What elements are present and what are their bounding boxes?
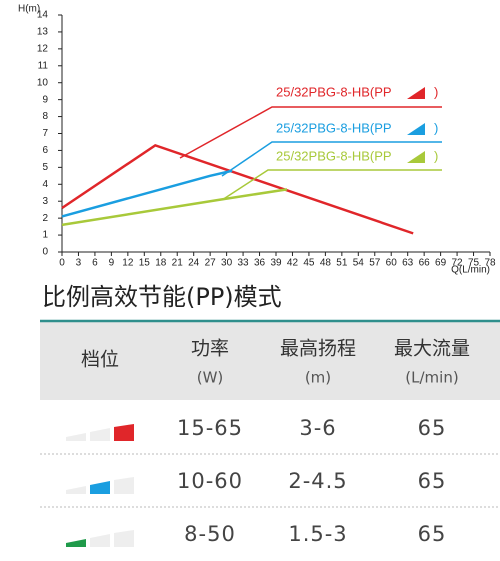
header-unit: (W) — [197, 369, 224, 387]
x-tick-label: 21 — [172, 258, 184, 269]
legend-swatch — [407, 87, 425, 99]
y-tick-label: 13 — [37, 27, 49, 38]
table-cell: 2-4.5 — [288, 469, 347, 493]
table-cell: 65 — [418, 522, 447, 546]
x-tick-label: 6 — [92, 258, 98, 269]
header-unit: (m) — [305, 369, 331, 387]
legend-leader — [221, 141, 442, 177]
series-line — [61, 169, 233, 218]
x-tick-label: 9 — [109, 258, 115, 269]
x-tick-label: 42 — [287, 258, 299, 269]
x-tick-label: 78 — [484, 258, 496, 269]
y-axis-label: H(m) — [18, 4, 40, 15]
x-tick-label: 54 — [353, 258, 365, 269]
legend-leader — [221, 169, 442, 201]
y-tick-label: 2 — [42, 213, 48, 224]
x-tick-label: 36 — [254, 258, 266, 269]
x-tick-label: 69 — [435, 258, 447, 269]
x-tick-label: 75 — [468, 258, 480, 269]
y-tick-label: 3 — [42, 196, 48, 207]
legend-swatch — [407, 151, 425, 163]
legend-suffix: ) — [434, 148, 438, 163]
x-tick-label: 57 — [369, 258, 381, 269]
table-cell: 65 — [418, 416, 447, 440]
header-cell: 功率 — [191, 338, 229, 360]
x-tick-label: 72 — [452, 258, 464, 269]
x-tick-label: 15 — [139, 258, 151, 269]
table-cell: 8-50 — [184, 522, 236, 546]
table-cell: 3-6 — [299, 416, 336, 440]
legend-leader — [179, 106, 442, 159]
y-tick-label: 9 — [42, 94, 48, 105]
x-tick-label: 51 — [336, 258, 348, 269]
x-tick-label: 48 — [320, 258, 332, 269]
table-cell: 65 — [418, 469, 447, 493]
level-icon — [66, 530, 134, 547]
series-line — [61, 188, 288, 227]
table-cell: 1.5-3 — [288, 522, 347, 546]
x-tick-label: 27 — [205, 258, 217, 269]
legend-suffix: ) — [434, 84, 438, 99]
table-cell: 15-65 — [177, 416, 243, 440]
legend-label: 25/32PBG-8-HB(PP — [276, 84, 392, 99]
legend-label: 25/32PBG-8-HB(PP — [276, 120, 392, 135]
y-tick-label: 1 — [42, 230, 48, 241]
table-title: 比例高效节能(PP)模式 — [42, 283, 282, 311]
y-tick-label: 5 — [42, 162, 48, 173]
level-icon — [66, 477, 134, 494]
table: 比例高效节能(PP)模式 档位 功率 (W) 最高扬程 (m) 最大流量 (L/min) 15… — [40, 283, 500, 547]
header-cell: 最高扬程 — [280, 338, 356, 360]
x-tick-label: 18 — [155, 258, 167, 269]
level-icon — [66, 424, 134, 441]
x-tick-label: 66 — [419, 258, 431, 269]
x-tick-label: 63 — [402, 258, 414, 269]
x-tick-label: 3 — [76, 258, 82, 269]
x-axis-label: Q(L/min) — [451, 265, 490, 276]
y-tick-label: 14 — [37, 10, 49, 21]
header-cell: 档位 — [81, 349, 119, 371]
table-cell: 10-60 — [177, 469, 243, 493]
legend-label: 25/32PBG-8-HB(PP — [276, 148, 392, 163]
y-tick-label: 10 — [37, 77, 49, 88]
y-tick-label: 7 — [42, 128, 48, 139]
legend-swatch — [407, 123, 425, 135]
y-tick-label: 12 — [37, 43, 49, 54]
legend-suffix: ) — [434, 120, 438, 135]
x-tick-label: 45 — [303, 258, 315, 269]
y-tick-label: 8 — [42, 111, 48, 122]
x-tick-label: 30 — [221, 258, 233, 269]
x-tick-label: 39 — [270, 258, 282, 269]
y-tick-label: 6 — [42, 145, 48, 156]
x-tick-label: 60 — [386, 258, 398, 269]
y-tick-label: 11 — [38, 60, 49, 71]
x-tick-label: 12 — [122, 258, 134, 269]
header-band — [40, 320, 500, 400]
header-unit: (L/min) — [405, 369, 458, 387]
x-tick-label: 33 — [238, 258, 250, 269]
y-tick-label: 4 — [42, 179, 48, 190]
series-line — [61, 143, 414, 235]
x-tick-label: 0 — [59, 258, 65, 269]
header-cell: 最大流量 — [394, 338, 470, 360]
x-tick-label: 24 — [188, 258, 200, 269]
y-tick-label: 0 — [42, 247, 48, 258]
